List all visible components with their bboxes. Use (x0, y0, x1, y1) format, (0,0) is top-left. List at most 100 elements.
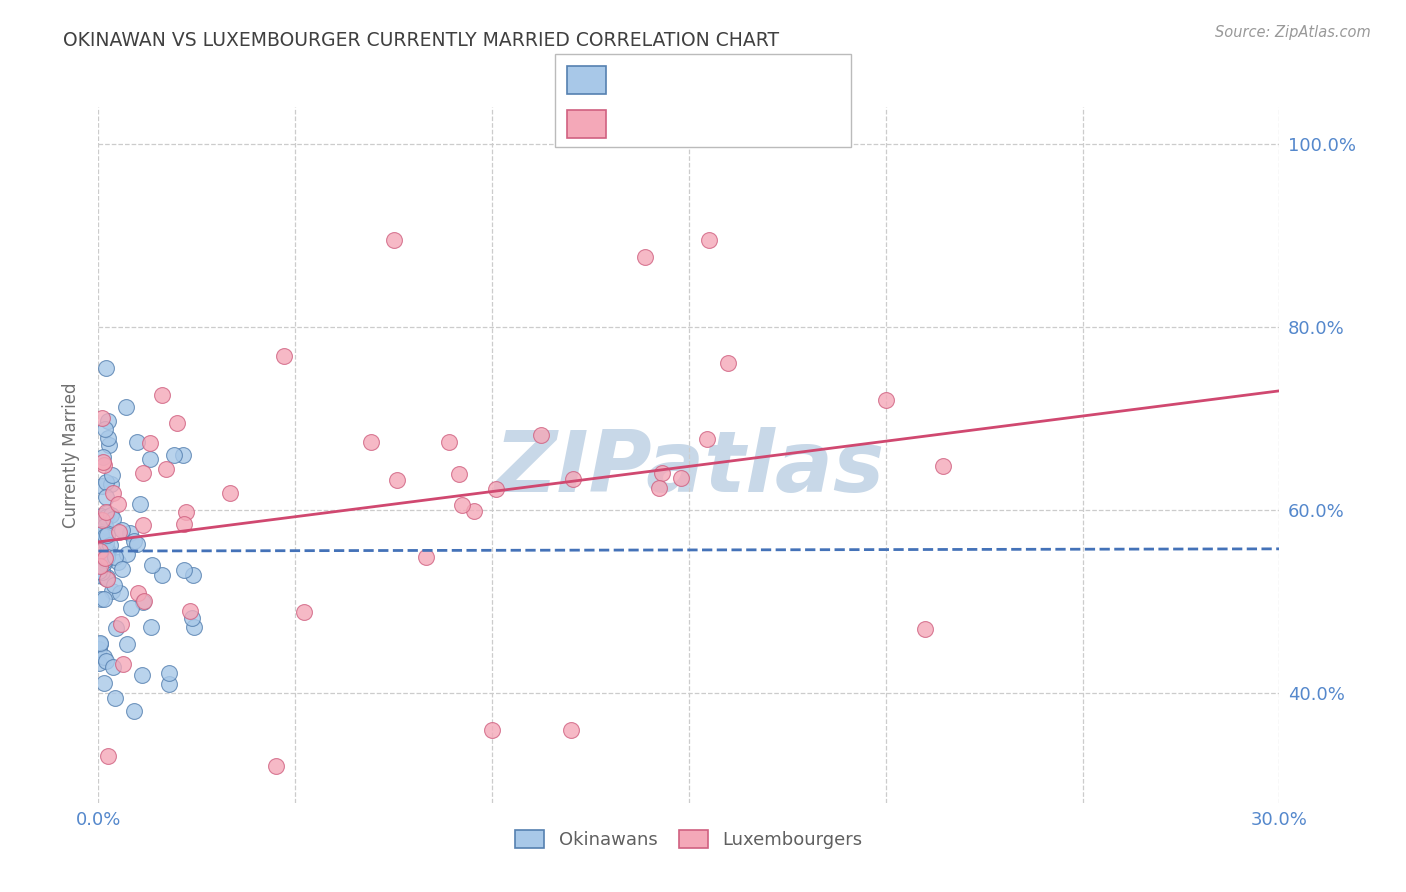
Point (104, 621, 127, 635)
Point (89, 544, 111, 558)
Point (96, 550, 118, 565)
Point (94, 509, 117, 524)
Point (103, 577, 125, 591)
Point (91, 559, 114, 574)
Point (172, 448, 194, 462)
Point (717, 356, 740, 370)
Bar (567, 110, 606, 138)
Point (129, 497, 152, 511)
FancyBboxPatch shape (555, 54, 851, 147)
Point (437, 435, 460, 450)
Point (671, 471, 693, 485)
Point (98, 438, 121, 452)
Point (89, 558, 111, 573)
Point (94, 571, 117, 585)
Point (100, 476, 122, 491)
Point (93, 592, 115, 607)
Point (122, 704, 145, 718)
Point (150, 568, 173, 582)
Point (101, 584, 124, 599)
Point (111, 523, 134, 537)
Point (183, 620, 205, 634)
Point (90, 526, 112, 541)
Point (125, 435, 148, 450)
Point (97, 414, 120, 428)
Point (90, 508, 112, 523)
Point (166, 416, 188, 430)
Point (139, 619, 162, 633)
Point (132, 517, 155, 532)
Text: 78: 78 (797, 70, 823, 88)
Point (932, 459, 955, 474)
Point (118, 526, 141, 541)
Point (157, 677, 180, 691)
Point (181, 611, 204, 625)
Point (696, 432, 718, 446)
Point (94, 653, 117, 667)
Legend: Okinawans, Luxembourgers: Okinawans, Luxembourgers (508, 822, 870, 856)
Point (173, 517, 195, 532)
Point (94, 529, 117, 543)
Point (96, 570, 118, 584)
Point (98, 537, 121, 551)
Point (91, 410, 114, 425)
Point (90, 569, 112, 583)
Point (387, 473, 409, 487)
Point (110, 616, 132, 631)
Point (122, 534, 145, 549)
Point (100, 508, 122, 522)
Point (648, 481, 671, 495)
Point (264, 759, 287, 773)
Point (111, 657, 134, 672)
Point (93, 519, 115, 533)
Point (93, 676, 115, 690)
Point (163, 448, 186, 462)
Point (127, 586, 149, 600)
Point (120, 601, 142, 615)
Point (134, 594, 156, 608)
Point (273, 349, 295, 363)
Point (107, 525, 129, 540)
Point (101, 486, 124, 500)
Point (174, 505, 197, 519)
Text: R =: R = (620, 115, 658, 133)
Text: 0.011: 0.011 (679, 70, 737, 88)
Point (484, 483, 506, 497)
Point (150, 388, 173, 402)
Point (91, 455, 114, 469)
Point (110, 562, 132, 576)
Point (91, 479, 114, 493)
Point (94, 490, 117, 504)
Point (875, 392, 897, 407)
Point (697, 233, 720, 247)
Point (155, 462, 177, 476)
Point (181, 567, 204, 582)
Point (115, 637, 138, 651)
Point (104, 690, 127, 705)
Text: OKINAWAN VS LUXEMBOURGER CURRENTLY MARRIED CORRELATION CHART: OKINAWAN VS LUXEMBOURGER CURRENTLY MARRI… (63, 31, 779, 50)
Point (96, 572, 118, 586)
Point (94, 552, 117, 566)
Point (94, 504, 117, 518)
Y-axis label: Currently Married: Currently Married (62, 382, 80, 528)
Point (139, 451, 162, 466)
Point (463, 504, 485, 518)
Point (93, 458, 115, 472)
Point (125, 537, 148, 551)
Point (449, 467, 471, 481)
Point (96, 475, 118, 490)
Point (101, 512, 124, 526)
Point (132, 594, 155, 608)
Point (97, 431, 120, 445)
Point (481, 723, 503, 737)
Point (93, 511, 115, 525)
Point (91, 450, 114, 465)
Point (89, 564, 111, 578)
Point (141, 558, 163, 572)
Point (89, 657, 111, 671)
Point (91, 513, 114, 527)
Point (219, 486, 242, 500)
Point (97, 748, 120, 763)
Point (104, 550, 127, 565)
Point (96, 360, 118, 375)
